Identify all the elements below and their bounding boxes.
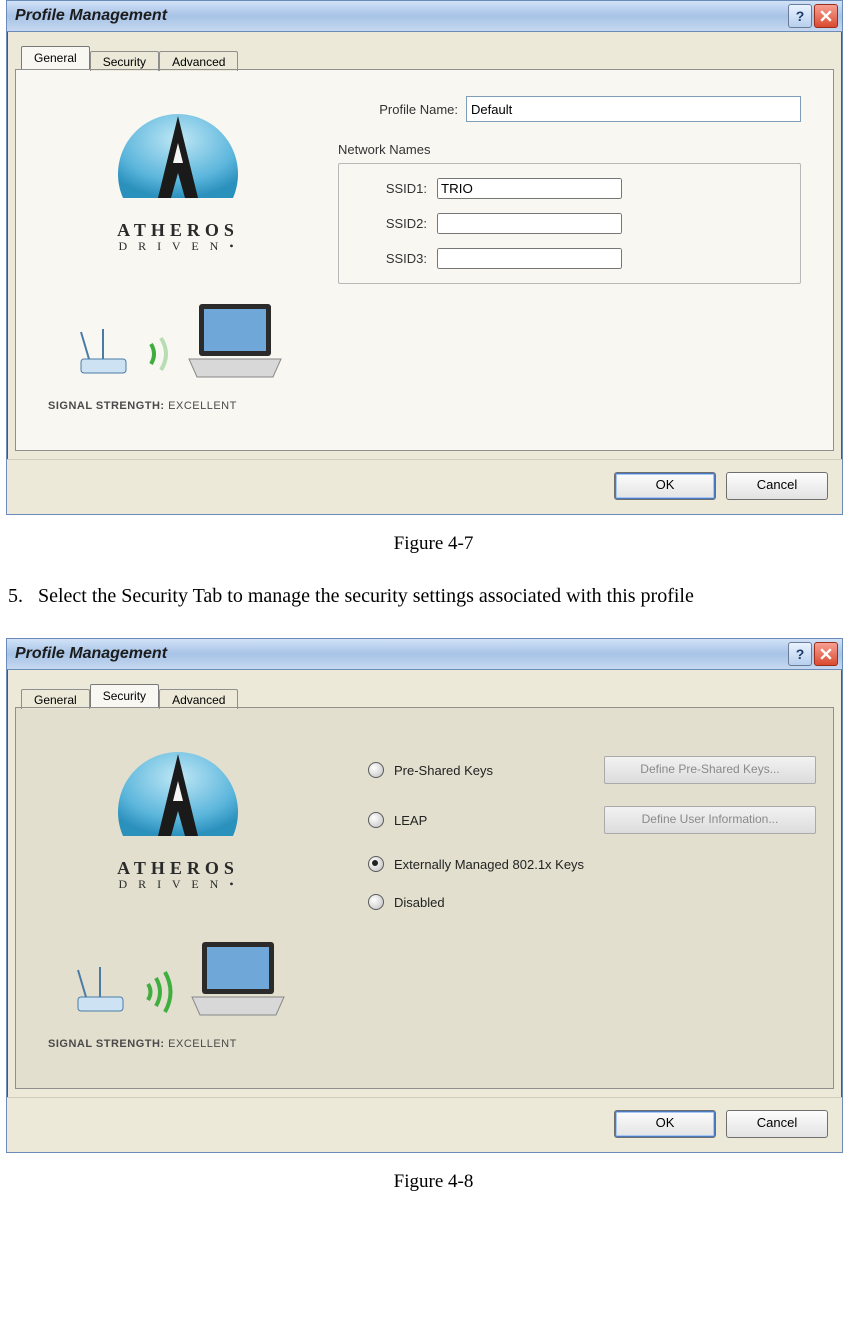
- titlebar: Profile Management ?: [7, 639, 842, 670]
- ok-button[interactable]: OK: [614, 1110, 716, 1138]
- profile-management-dialog-general: Profile Management ? General Security Ad…: [6, 0, 843, 515]
- radio-externally-managed[interactable]: [368, 856, 384, 872]
- signal-strength-value: EXCELLENT: [168, 1038, 237, 1050]
- ssid2-label: SSID2:: [347, 216, 437, 231]
- label-leap: LEAP: [394, 813, 604, 828]
- brand-name: ATHEROS: [48, 220, 308, 241]
- ssid3-input[interactable]: [437, 248, 622, 269]
- profile-management-dialog-security: Profile Management ? General Security Ad…: [6, 638, 843, 1153]
- ssid-groupbox: SSID1: SSID2: SSID3:: [338, 163, 801, 284]
- tabstrip: General Security Advanced: [7, 32, 842, 70]
- dialog-footer: OK Cancel: [7, 459, 842, 514]
- signal-strength: SIGNAL STRENGTH: EXCELLENT: [48, 400, 308, 412]
- laptop-icon: [184, 937, 289, 1022]
- tab-underline: [15, 69, 834, 70]
- label-disabled: Disabled: [394, 895, 604, 910]
- atheros-logo-icon: [103, 726, 253, 856]
- tab-advanced[interactable]: Advanced: [159, 689, 238, 709]
- define-user-information-button[interactable]: Define User Information...: [604, 806, 816, 834]
- help-button[interactable]: ?: [788, 642, 812, 666]
- tabstrip: General Security Advanced: [7, 670, 842, 708]
- signal-strength-label: SIGNAL STRENGTH:: [48, 400, 165, 412]
- step-5-number: 5.: [8, 585, 38, 608]
- client-area: ATHEROS D R I V E N •: [15, 70, 834, 451]
- close-button[interactable]: [814, 642, 838, 666]
- label-pre-shared-keys: Pre-Shared Keys: [394, 763, 604, 778]
- step-5-text: Select the Security Tab to manage the se…: [38, 585, 694, 608]
- figure-4-7-caption: Figure 4-7: [0, 533, 867, 555]
- client-area: ATHEROS D R I V E N •: [15, 708, 834, 1089]
- help-button[interactable]: ?: [788, 4, 812, 28]
- tab-security[interactable]: Security: [90, 684, 159, 707]
- titlebar: Profile Management ?: [7, 1, 842, 32]
- profile-name-label: Profile Name:: [338, 102, 466, 117]
- brand-subtitle: D R I V E N •: [48, 877, 308, 892]
- tab-security[interactable]: Security: [90, 51, 159, 71]
- window-title: Profile Management: [15, 7, 786, 25]
- figure-4-8-caption: Figure 4-8: [0, 1171, 867, 1193]
- step-5: 5. Select the Security Tab to manage the…: [8, 585, 859, 608]
- close-icon: [820, 10, 832, 22]
- label-externally-managed: Externally Managed 802.1x Keys: [394, 857, 584, 872]
- radio-disabled[interactable]: [368, 894, 384, 910]
- router-icon: [68, 952, 138, 1022]
- signal-waves-icon: [144, 962, 178, 1022]
- cancel-button[interactable]: Cancel: [726, 472, 828, 500]
- general-form: Profile Name: Network Names SSID1: SSID2…: [308, 88, 821, 412]
- signal-strength-value: EXCELLENT: [168, 400, 237, 412]
- brand-panel: ATHEROS D R I V E N •: [28, 726, 308, 1050]
- window-title: Profile Management: [15, 645, 786, 663]
- router-icon: [71, 314, 141, 384]
- ssid2-input[interactable]: [437, 213, 622, 234]
- radio-pre-shared-keys[interactable]: [368, 762, 384, 778]
- cancel-button[interactable]: Cancel: [726, 1110, 828, 1138]
- tab-general[interactable]: General: [21, 46, 90, 69]
- close-icon: [820, 648, 832, 660]
- connection-graphic-icon: [48, 284, 308, 384]
- brand-subtitle: D R I V E N •: [48, 239, 308, 254]
- tab-general[interactable]: General: [21, 689, 90, 709]
- signal-waves-icon: [147, 324, 175, 384]
- ssid1-label: SSID1:: [347, 181, 437, 196]
- ssid3-label: SSID3:: [347, 251, 437, 266]
- signal-strength-label: SIGNAL STRENGTH:: [48, 1038, 165, 1050]
- network-names-label: Network Names: [338, 142, 801, 157]
- tab-advanced[interactable]: Advanced: [159, 51, 238, 71]
- radio-leap[interactable]: [368, 812, 384, 828]
- security-form: Pre-Shared Keys Define Pre-Shared Keys..…: [308, 726, 836, 1050]
- signal-strength: SIGNAL STRENGTH: EXCELLENT: [48, 1038, 308, 1050]
- connection-graphic-icon: [48, 922, 308, 1022]
- ssid1-input[interactable]: [437, 178, 622, 199]
- profile-name-input[interactable]: [466, 96, 801, 122]
- laptop-icon: [181, 299, 286, 384]
- tab-underline: [15, 707, 834, 708]
- define-pre-shared-keys-button[interactable]: Define Pre-Shared Keys...: [604, 756, 816, 784]
- atheros-logo-icon: [103, 88, 253, 218]
- brand-panel: ATHEROS D R I V E N •: [28, 88, 308, 412]
- ok-button[interactable]: OK: [614, 472, 716, 500]
- brand-name: ATHEROS: [48, 858, 308, 879]
- close-button[interactable]: [814, 4, 838, 28]
- dialog-footer: OK Cancel: [7, 1097, 842, 1152]
